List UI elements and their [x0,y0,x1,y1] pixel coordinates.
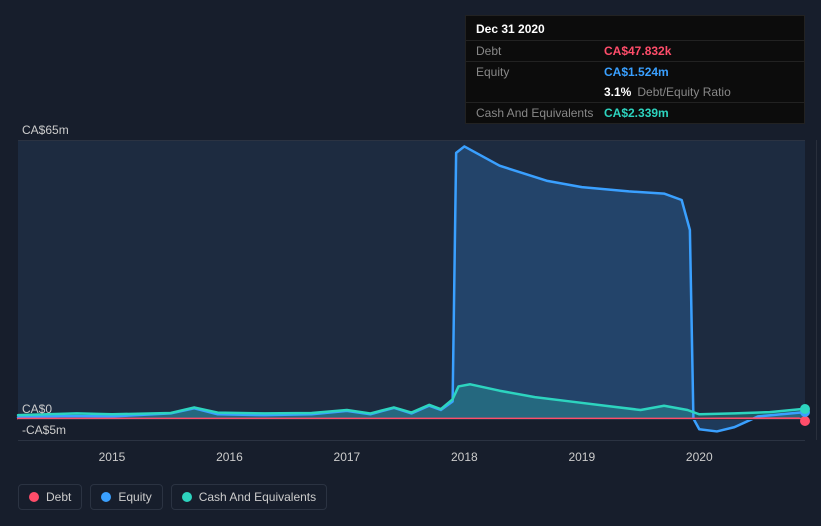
legend-item[interactable]: Equity [90,484,162,510]
ratio-value: 3.1% [604,85,631,99]
gridline [18,419,805,420]
legend-label: Cash And Equivalents [199,490,316,504]
series-end-dot [800,416,810,426]
tooltip-value: CA$2.339m [604,106,669,120]
x-axis-label: 2019 [568,450,595,464]
tooltip-label: Equity [476,65,604,79]
gridline [18,440,805,441]
ratio-label: Debt/Equity Ratio [637,85,730,99]
tooltip-value: CA$47.832k [604,44,671,58]
tooltip-row-equity: Equity CA$1.524m [466,61,804,82]
tooltip-value: CA$1.524m [604,65,669,79]
x-axis: 2015 2016 2017 2018 2019 2020 [18,450,805,468]
x-axis-label: 2015 [99,450,126,464]
legend-item[interactable]: Debt [18,484,82,510]
tooltip-label: Cash And Equivalents [476,106,604,120]
tooltip-label: Debt [476,44,604,58]
chart-legend: Debt Equity Cash And Equivalents [18,484,327,510]
debt-equity-chart: Dec 31 2020 Debt CA$47.832k Equity CA$1.… [18,10,805,510]
chart-tooltip: Dec 31 2020 Debt CA$47.832k Equity CA$1.… [465,15,805,124]
tooltip-row-debt: Debt CA$47.832k [466,40,804,61]
legend-item[interactable]: Cash And Equivalents [171,484,327,510]
x-axis-label: 2018 [451,450,478,464]
x-axis-label: 2017 [334,450,361,464]
tooltip-date: Dec 31 2020 [466,16,804,40]
legend-dot-icon [101,492,111,502]
legend-label: Equity [118,490,151,504]
legend-dot-icon [182,492,192,502]
y-axis-label: -CA$5m [22,423,66,437]
x-axis-label: 2016 [216,450,243,464]
tooltip-row-cash: Cash And Equivalents CA$2.339m [466,102,804,123]
x-axis-label: 2020 [686,450,713,464]
tooltip-row-ratio: 3.1% Debt/Equity Ratio [466,82,804,102]
cursor-line [816,140,817,440]
y-axis-label: CA$0 [22,402,52,416]
y-axis-label: CA$65m [22,123,69,137]
gridline [18,140,805,141]
plot-svg [18,140,805,440]
series-end-dot [800,404,810,414]
legend-dot-icon [29,492,39,502]
legend-label: Debt [46,490,71,504]
plot-area[interactable]: CA$65mCA$0-CA$5m [18,140,805,440]
